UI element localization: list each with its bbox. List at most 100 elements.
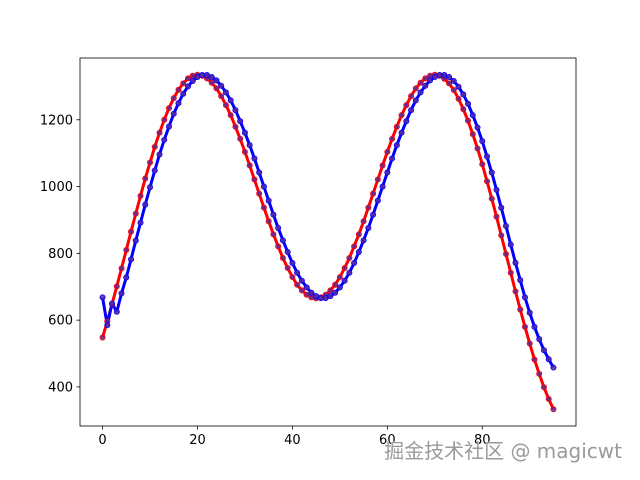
data-point — [474, 124, 481, 131]
y-tick-label: 800 — [48, 247, 73, 262]
data-point — [403, 102, 410, 109]
data-point — [341, 265, 348, 272]
data-point — [132, 237, 139, 244]
data-point — [161, 136, 168, 143]
x-tick-label: 0 — [98, 433, 106, 448]
data-point — [298, 287, 305, 294]
data-point — [289, 274, 296, 281]
data-point — [370, 211, 377, 218]
data-point — [213, 77, 220, 84]
data-point — [355, 249, 362, 256]
data-point — [99, 334, 106, 341]
data-point — [417, 79, 424, 86]
data-point — [412, 97, 419, 104]
data-point — [465, 100, 472, 107]
data-point — [213, 85, 220, 92]
data-point — [422, 82, 429, 89]
x-tick-label: 40 — [284, 433, 301, 448]
data-point — [279, 237, 286, 244]
data-point — [332, 281, 339, 288]
data-point — [493, 213, 500, 220]
data-point — [218, 93, 225, 100]
data-point — [132, 210, 139, 217]
data-point — [156, 129, 163, 136]
data-point — [156, 151, 163, 158]
data-point — [270, 211, 277, 218]
data-point — [175, 86, 182, 93]
data-point — [455, 95, 462, 102]
data-point — [246, 162, 253, 169]
data-point — [265, 197, 272, 204]
data-point — [265, 218, 272, 225]
x-tick-label: 80 — [474, 433, 491, 448]
data-point — [260, 204, 267, 211]
data-point — [161, 116, 168, 123]
data-point — [147, 184, 154, 191]
data-point — [446, 80, 453, 87]
data-point — [488, 195, 495, 202]
data-point — [531, 356, 538, 363]
data-point — [502, 222, 509, 229]
data-point — [355, 231, 362, 238]
data-point — [227, 97, 234, 104]
data-point — [370, 190, 377, 197]
data-point — [270, 231, 277, 238]
data-point — [237, 118, 244, 125]
data-point — [365, 204, 372, 211]
data-point — [493, 186, 500, 193]
data-point — [526, 340, 533, 347]
data-point — [507, 241, 514, 248]
data-point — [180, 80, 187, 87]
data-point — [545, 356, 552, 363]
data-point — [498, 204, 505, 211]
data-point — [123, 247, 130, 254]
data-point — [336, 274, 343, 281]
data-point — [536, 336, 543, 343]
data-point — [308, 289, 315, 296]
data-point — [284, 265, 291, 272]
data-point — [118, 290, 125, 297]
data-point — [170, 95, 177, 102]
data-point — [446, 74, 453, 81]
data-point — [398, 129, 405, 136]
data-point — [222, 102, 229, 109]
data-point — [484, 178, 491, 185]
data-point — [142, 201, 149, 208]
data-point — [241, 148, 248, 155]
data-point — [360, 218, 367, 225]
data-point — [251, 176, 258, 183]
data-point — [241, 129, 248, 136]
data-point — [403, 118, 410, 125]
data-point — [479, 138, 486, 145]
data-point — [279, 255, 286, 262]
data-point — [327, 293, 334, 300]
data-point — [113, 283, 120, 290]
data-point — [118, 265, 125, 272]
data-point — [417, 89, 424, 96]
data-point — [488, 169, 495, 176]
marks — [99, 71, 557, 413]
data-point — [147, 159, 154, 166]
data-point — [341, 277, 348, 284]
data-point — [232, 107, 239, 114]
data-point — [294, 269, 301, 276]
data-point — [507, 269, 514, 276]
watermark: 掘金技术社区 @ magicwt — [384, 439, 622, 463]
data-point — [389, 155, 396, 162]
data-point — [137, 192, 144, 199]
data-point — [389, 135, 396, 142]
data-point — [393, 123, 400, 130]
data-point — [365, 224, 372, 231]
data-point — [256, 169, 263, 176]
data-point — [408, 107, 415, 114]
data-point — [208, 74, 215, 81]
data-point — [260, 183, 267, 190]
data-point — [170, 110, 177, 117]
data-point — [545, 395, 552, 402]
data-point — [232, 123, 239, 130]
data-point — [384, 148, 391, 155]
y-tick-label: 1200 — [40, 113, 73, 128]
data-point — [246, 142, 253, 149]
data-point — [218, 82, 225, 89]
